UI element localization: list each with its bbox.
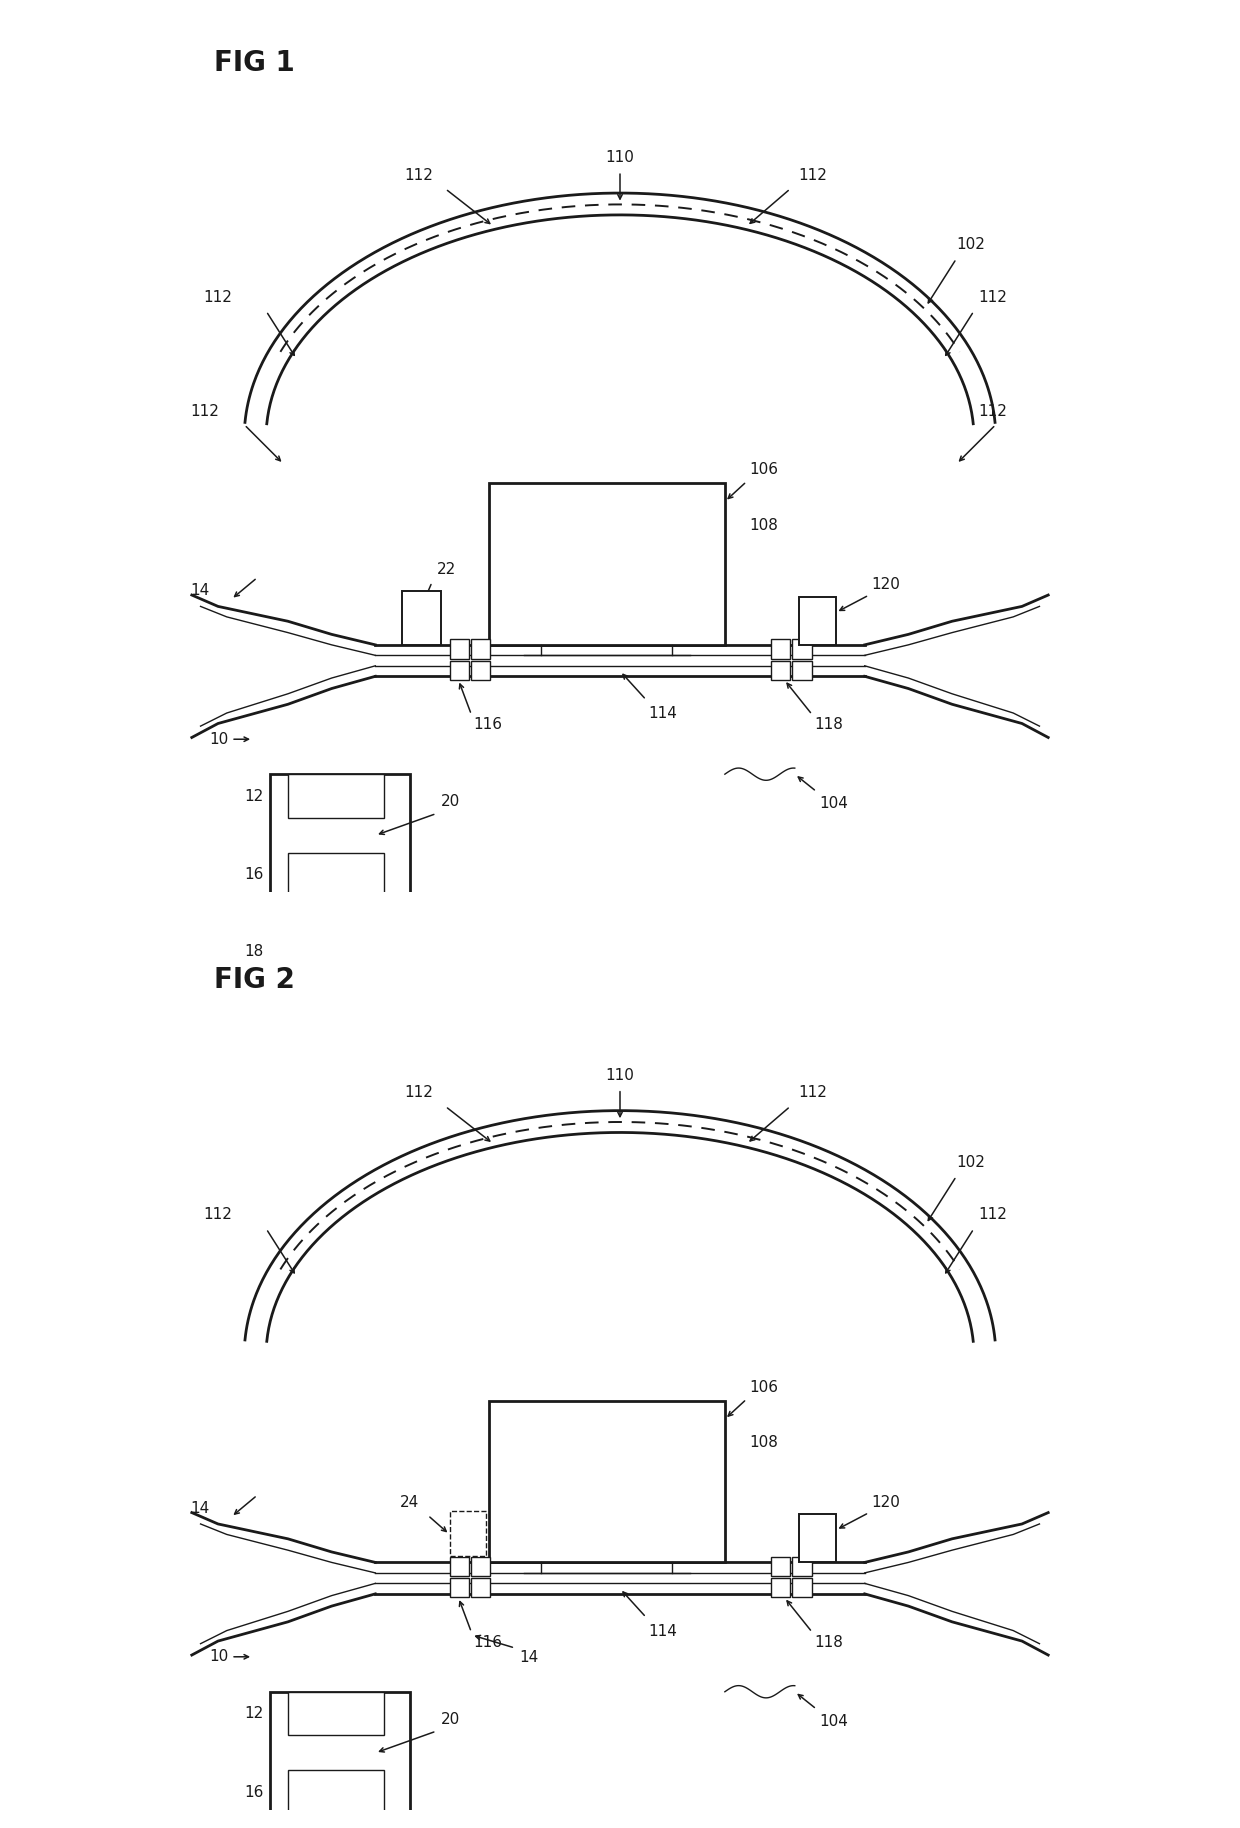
Text: 110: 110 [605,1068,635,1082]
Text: 14: 14 [190,583,210,598]
Text: 20: 20 [441,1711,460,1727]
Bar [288,854,384,896]
Bar [270,1691,410,1828]
Text: 112: 112 [404,168,434,183]
Text: 120: 120 [872,578,900,592]
Bar [270,775,410,993]
Text: 108: 108 [749,1435,779,1450]
Text: 112: 112 [978,291,1007,305]
Text: 106: 106 [749,1380,779,1395]
Text: 20: 20 [441,793,460,810]
Text: 10: 10 [210,731,228,746]
Bar [450,660,469,680]
Text: FIG 2: FIG 2 [213,967,295,994]
Text: 24: 24 [399,1495,419,1510]
Text: 112: 112 [191,404,219,419]
Text: 12: 12 [244,788,263,804]
Text: 112: 112 [203,291,232,305]
Text: 112: 112 [404,1086,434,1100]
Bar [489,1400,725,1563]
Text: 14: 14 [190,1501,210,1515]
Bar [288,775,384,817]
Bar [471,1578,490,1598]
Bar [792,1557,811,1576]
Text: 104: 104 [820,1713,848,1729]
Bar [288,1770,384,1813]
Text: 112: 112 [797,1086,827,1100]
Text: 14: 14 [520,1651,538,1665]
Bar [450,640,469,658]
Bar [771,660,790,680]
Bar [792,660,811,680]
Bar [471,640,490,658]
Bar [450,1512,486,1556]
Text: 118: 118 [813,1634,843,1651]
Text: 22: 22 [436,561,456,576]
Bar [288,929,384,972]
Text: 116: 116 [474,717,502,733]
Text: 112: 112 [978,404,1007,419]
Bar [771,1557,790,1576]
Text: 114: 114 [649,706,677,720]
Bar [799,1514,836,1563]
Text: 102: 102 [956,1155,986,1170]
Text: 106: 106 [749,462,779,477]
Text: 112: 112 [797,168,827,183]
Text: 102: 102 [956,238,986,252]
Text: 112: 112 [978,1208,1007,1223]
Text: 104: 104 [820,795,848,812]
Bar [799,596,836,645]
Text: 16: 16 [244,866,263,883]
Text: 112: 112 [203,1208,232,1223]
Text: 16: 16 [244,1784,263,1801]
Bar [402,590,441,645]
Text: 120: 120 [872,1495,900,1510]
Text: 116: 116 [474,1634,502,1651]
Text: 18: 18 [244,943,263,958]
Bar [771,640,790,658]
Text: 108: 108 [749,517,779,532]
Bar [288,1691,384,1735]
Bar [771,1578,790,1598]
Text: 10: 10 [210,1649,228,1663]
Bar [450,1578,469,1598]
Text: FIG 1: FIG 1 [213,49,294,77]
Text: 114: 114 [649,1623,677,1638]
Bar [471,660,490,680]
Text: 110: 110 [605,150,635,165]
Bar [792,1578,811,1598]
Bar [489,483,725,645]
Text: 118: 118 [813,717,843,733]
Bar [450,1557,469,1576]
Text: 12: 12 [244,1706,263,1722]
Bar [471,1557,490,1576]
Bar [792,640,811,658]
